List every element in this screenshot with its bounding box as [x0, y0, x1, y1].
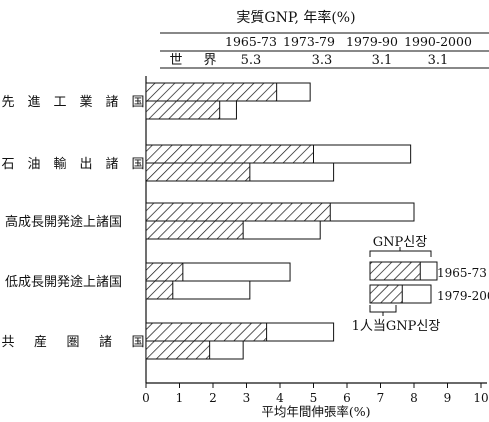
- category-label: 低成長開発途上諸国: [5, 274, 122, 290]
- category-label-char: 石: [1, 157, 14, 172]
- world-value: 3.1: [428, 53, 449, 68]
- category-label-char: 諸: [105, 156, 118, 172]
- bar-gnp-per-capita: [145, 162, 251, 182]
- legend-swatch-gnp-per-capita: [369, 261, 421, 281]
- x-tick-label: 10: [473, 391, 488, 405]
- category-label: 高成長開発途上諸国: [5, 214, 122, 230]
- header-period: 1973-79: [283, 34, 335, 49]
- x-tick-label: 1: [176, 391, 184, 405]
- x-tick-label: 0: [142, 391, 150, 405]
- legend-top-brace: [369, 247, 432, 257]
- x-tick-label: 9: [444, 391, 452, 405]
- category-label-char: 諸: [105, 94, 118, 110]
- world-value: 5.3: [241, 53, 262, 68]
- category-label-char: 進: [27, 95, 40, 110]
- x-tick-label: 7: [377, 391, 385, 405]
- legend-swatch-gnp-per-capita: [369, 284, 403, 304]
- category-label-char: 工: [53, 95, 66, 110]
- bar-gnp-per-capita: [145, 340, 211, 360]
- header-table: 実質GNP, 年率(%) 1965-73 1973-79 1979-90 199…: [160, 9, 489, 69]
- category-label-char: 先: [1, 95, 14, 110]
- category-label-char: 国: [131, 95, 144, 110]
- category-label-char: 輸: [53, 157, 66, 172]
- bar-gnp-per-capita: [145, 202, 331, 222]
- legend-top-label: GNP신장: [373, 235, 427, 250]
- legend-bars: [369, 261, 438, 304]
- legend: GNP신장 1965-73 1979-2000 1人当GNP신장: [352, 235, 489, 334]
- header-period: 1990-2000: [404, 34, 472, 49]
- category-label-char: 国: [131, 335, 144, 350]
- category-label-char: 共: [1, 335, 14, 350]
- category-label-char: 産: [34, 334, 47, 350]
- category-label-char: 諸: [99, 334, 112, 350]
- bar-gnp-per-capita: [145, 100, 221, 120]
- world-label-char: 界: [203, 53, 216, 68]
- plot-area: 0 1 2 3 4 5 6 7 8 9 10: [142, 76, 489, 405]
- legend-period-label: 1965-73: [437, 266, 487, 280]
- x-tick-label: 4: [276, 391, 284, 405]
- legend-period-label: 1979-2000: [437, 289, 489, 303]
- legend-bottom-label: 1人当GNP신장: [352, 319, 441, 334]
- category-label-char: 国: [131, 157, 144, 172]
- bar-gnp-per-capita: [145, 220, 244, 240]
- category-label-char: 圏: [66, 335, 79, 350]
- x-tick-label: 2: [209, 391, 217, 405]
- bar-gnp-per-capita: [145, 144, 314, 164]
- category-label-char: 出: [79, 157, 92, 172]
- x-tick-label: 5: [310, 391, 318, 405]
- bar-gnp-per-capita: [145, 82, 278, 102]
- x-tick-label: 8: [410, 391, 418, 405]
- bar-gnp-per-capita: [145, 322, 268, 342]
- category-labels: 先進工業諸国石油輸出諸国高成長開発途上諸国低成長開発途上諸国共産圏諸国: [1, 94, 144, 350]
- bars: [145, 82, 415, 360]
- header-period: 1979-90: [346, 34, 398, 49]
- world-value: 3.3: [312, 53, 333, 68]
- x-tick-label: 6: [343, 391, 351, 405]
- bar-gnp-per-capita: [145, 280, 174, 300]
- x-tick-label: 3: [243, 391, 251, 405]
- category-label-char: 業: [79, 94, 92, 110]
- world-label-char: 世: [169, 53, 182, 68]
- bar-gnp-per-capita: [145, 262, 184, 282]
- category-label-char: 油: [27, 157, 40, 172]
- world-value: 3.1: [372, 53, 393, 68]
- legend-bottom-brace: [369, 305, 397, 316]
- header-period: 1965-73: [225, 34, 277, 49]
- header-title: 実質GNP, 年率(%): [236, 9, 355, 26]
- x-ticks: 0 1 2 3 4 5 6 7 8 9 10: [142, 383, 489, 405]
- x-axis-label: 平均年間伸張率(%): [261, 404, 370, 419]
